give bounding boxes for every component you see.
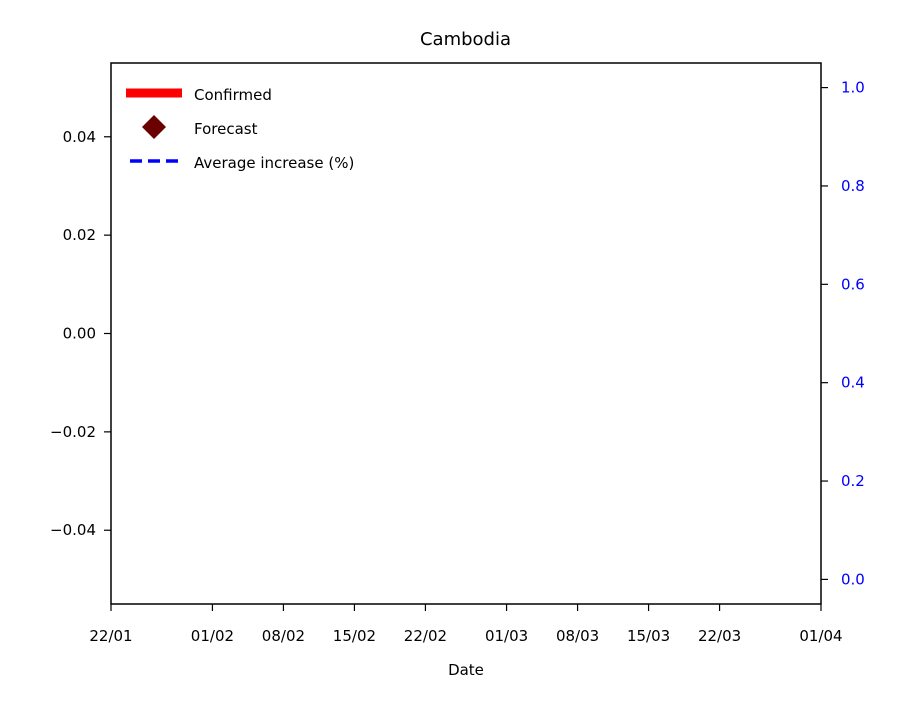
x-axis-ticks: 22/01 01/02 08/02 15/02 22/02 01/03 08/03 15/03… — [89, 604, 843, 645]
x-tick-label: 22/01 — [89, 627, 132, 645]
x-tick-label: 22/02 — [404, 627, 447, 645]
legend-label-confirmed: Confirmed — [194, 86, 272, 104]
y-tick-label: −0.04 — [50, 521, 96, 539]
legend: Confirmed Forecast Average increase (%) — [126, 86, 354, 172]
y-tick-label: −0.02 — [50, 423, 96, 441]
x-tick-label: 22/03 — [698, 627, 741, 645]
x-tick-label: 01/03 — [485, 627, 528, 645]
y-tick-label: 0.00 — [63, 325, 96, 343]
x-tick-label: 08/03 — [556, 627, 599, 645]
y-tick-label: 0.04 — [63, 128, 96, 146]
legend-swatch-forecast — [142, 115, 166, 139]
x-tick-label: 01/04 — [799, 627, 842, 645]
y-axis-ticks: 0.04 0.02 0.00 −0.02 −0.04 — [50, 128, 111, 539]
legend-label-average-increase: Average increase (%) — [194, 154, 354, 172]
y-tick-label: 0.02 — [63, 226, 96, 244]
x-tick-label: 15/03 — [627, 627, 670, 645]
x-axis-label: Date — [448, 661, 484, 679]
chart-title: Cambodia — [420, 29, 511, 50]
y2-tick-label: 0.4 — [841, 374, 865, 392]
x-tick-label: 15/02 — [333, 627, 376, 645]
y2-tick-label: 1.0 — [841, 79, 865, 97]
x-tick-label: 08/02 — [262, 627, 305, 645]
y2-tick-label: 0.0 — [841, 570, 865, 588]
x-tick-label: 01/02 — [191, 627, 234, 645]
legend-label-forecast: Forecast — [194, 120, 258, 138]
y2-axis-ticks: 1.0 0.8 0.6 0.4 0.2 0.0 — [821, 79, 865, 588]
plot-area — [110, 62, 822, 605]
y2-tick-label: 0.8 — [841, 177, 865, 195]
y2-tick-label: 0.6 — [841, 275, 865, 293]
y2-tick-label: 0.2 — [841, 472, 865, 490]
